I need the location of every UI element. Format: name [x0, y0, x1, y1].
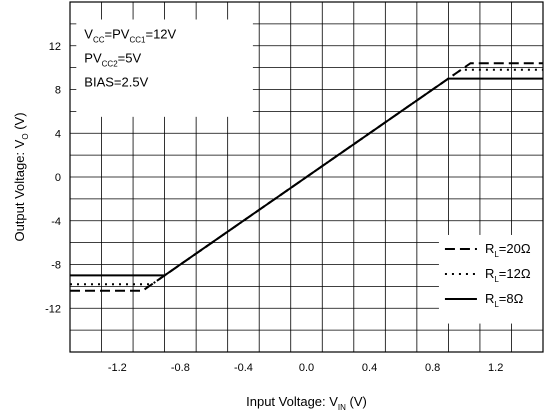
legend-entry: RL=20Ω [485, 241, 531, 259]
conditions-annotation: VCC=PVCC1=12V PVCC2=5V BIAS=2.5V [84, 27, 176, 90]
series-line-solid [70, 77, 543, 277]
x-tick-label: 1.2 [488, 362, 503, 374]
y-tick-label: -8 [51, 260, 61, 272]
condition-line: BIAS=2.5V [84, 75, 148, 90]
x-axis-label: Input Voltage: VIN (V) [246, 394, 367, 412]
y-tick-label: 12 [49, 41, 61, 53]
legend: RL=20Ω RL=12Ω RL=8Ω [444, 241, 531, 309]
x-tick-label: 0.0 [299, 362, 314, 374]
x-tick-label: -0.8 [171, 362, 190, 374]
x-tick-label: -1.2 [108, 362, 127, 374]
y-axis-label: Output Voltage: VO (V) [12, 112, 30, 241]
y-tick-label: -12 [45, 303, 61, 315]
plot-frame [69, 1, 544, 353]
legend-entry: RL=12Ω [485, 266, 531, 284]
y-tick-label: 8 [55, 85, 61, 97]
x-tick-label: 0.8 [425, 362, 440, 374]
y-tick-labels: 12 8 4 0 -4 -8 -12 [45, 41, 61, 316]
series-lines [70, 62, 543, 292]
y-tick-label: 4 [55, 128, 61, 140]
x-tick-label: 0.4 [362, 362, 377, 374]
x-tick-labels: -1.2 -0.8 -0.4 0.0 0.4 0.8 1.2 [108, 362, 504, 374]
x-tick-label: -0.4 [234, 362, 253, 374]
condition-line: VCC=PVCC1=12V [84, 27, 176, 45]
legend-entry: RL=8Ω [485, 291, 524, 309]
legend-box [438, 234, 543, 324]
y-tick-label: 0 [55, 172, 61, 184]
condition-line: PVCC2=5V [84, 51, 141, 69]
y-tick-label: -4 [51, 216, 61, 228]
conditions-box [76, 19, 253, 117]
